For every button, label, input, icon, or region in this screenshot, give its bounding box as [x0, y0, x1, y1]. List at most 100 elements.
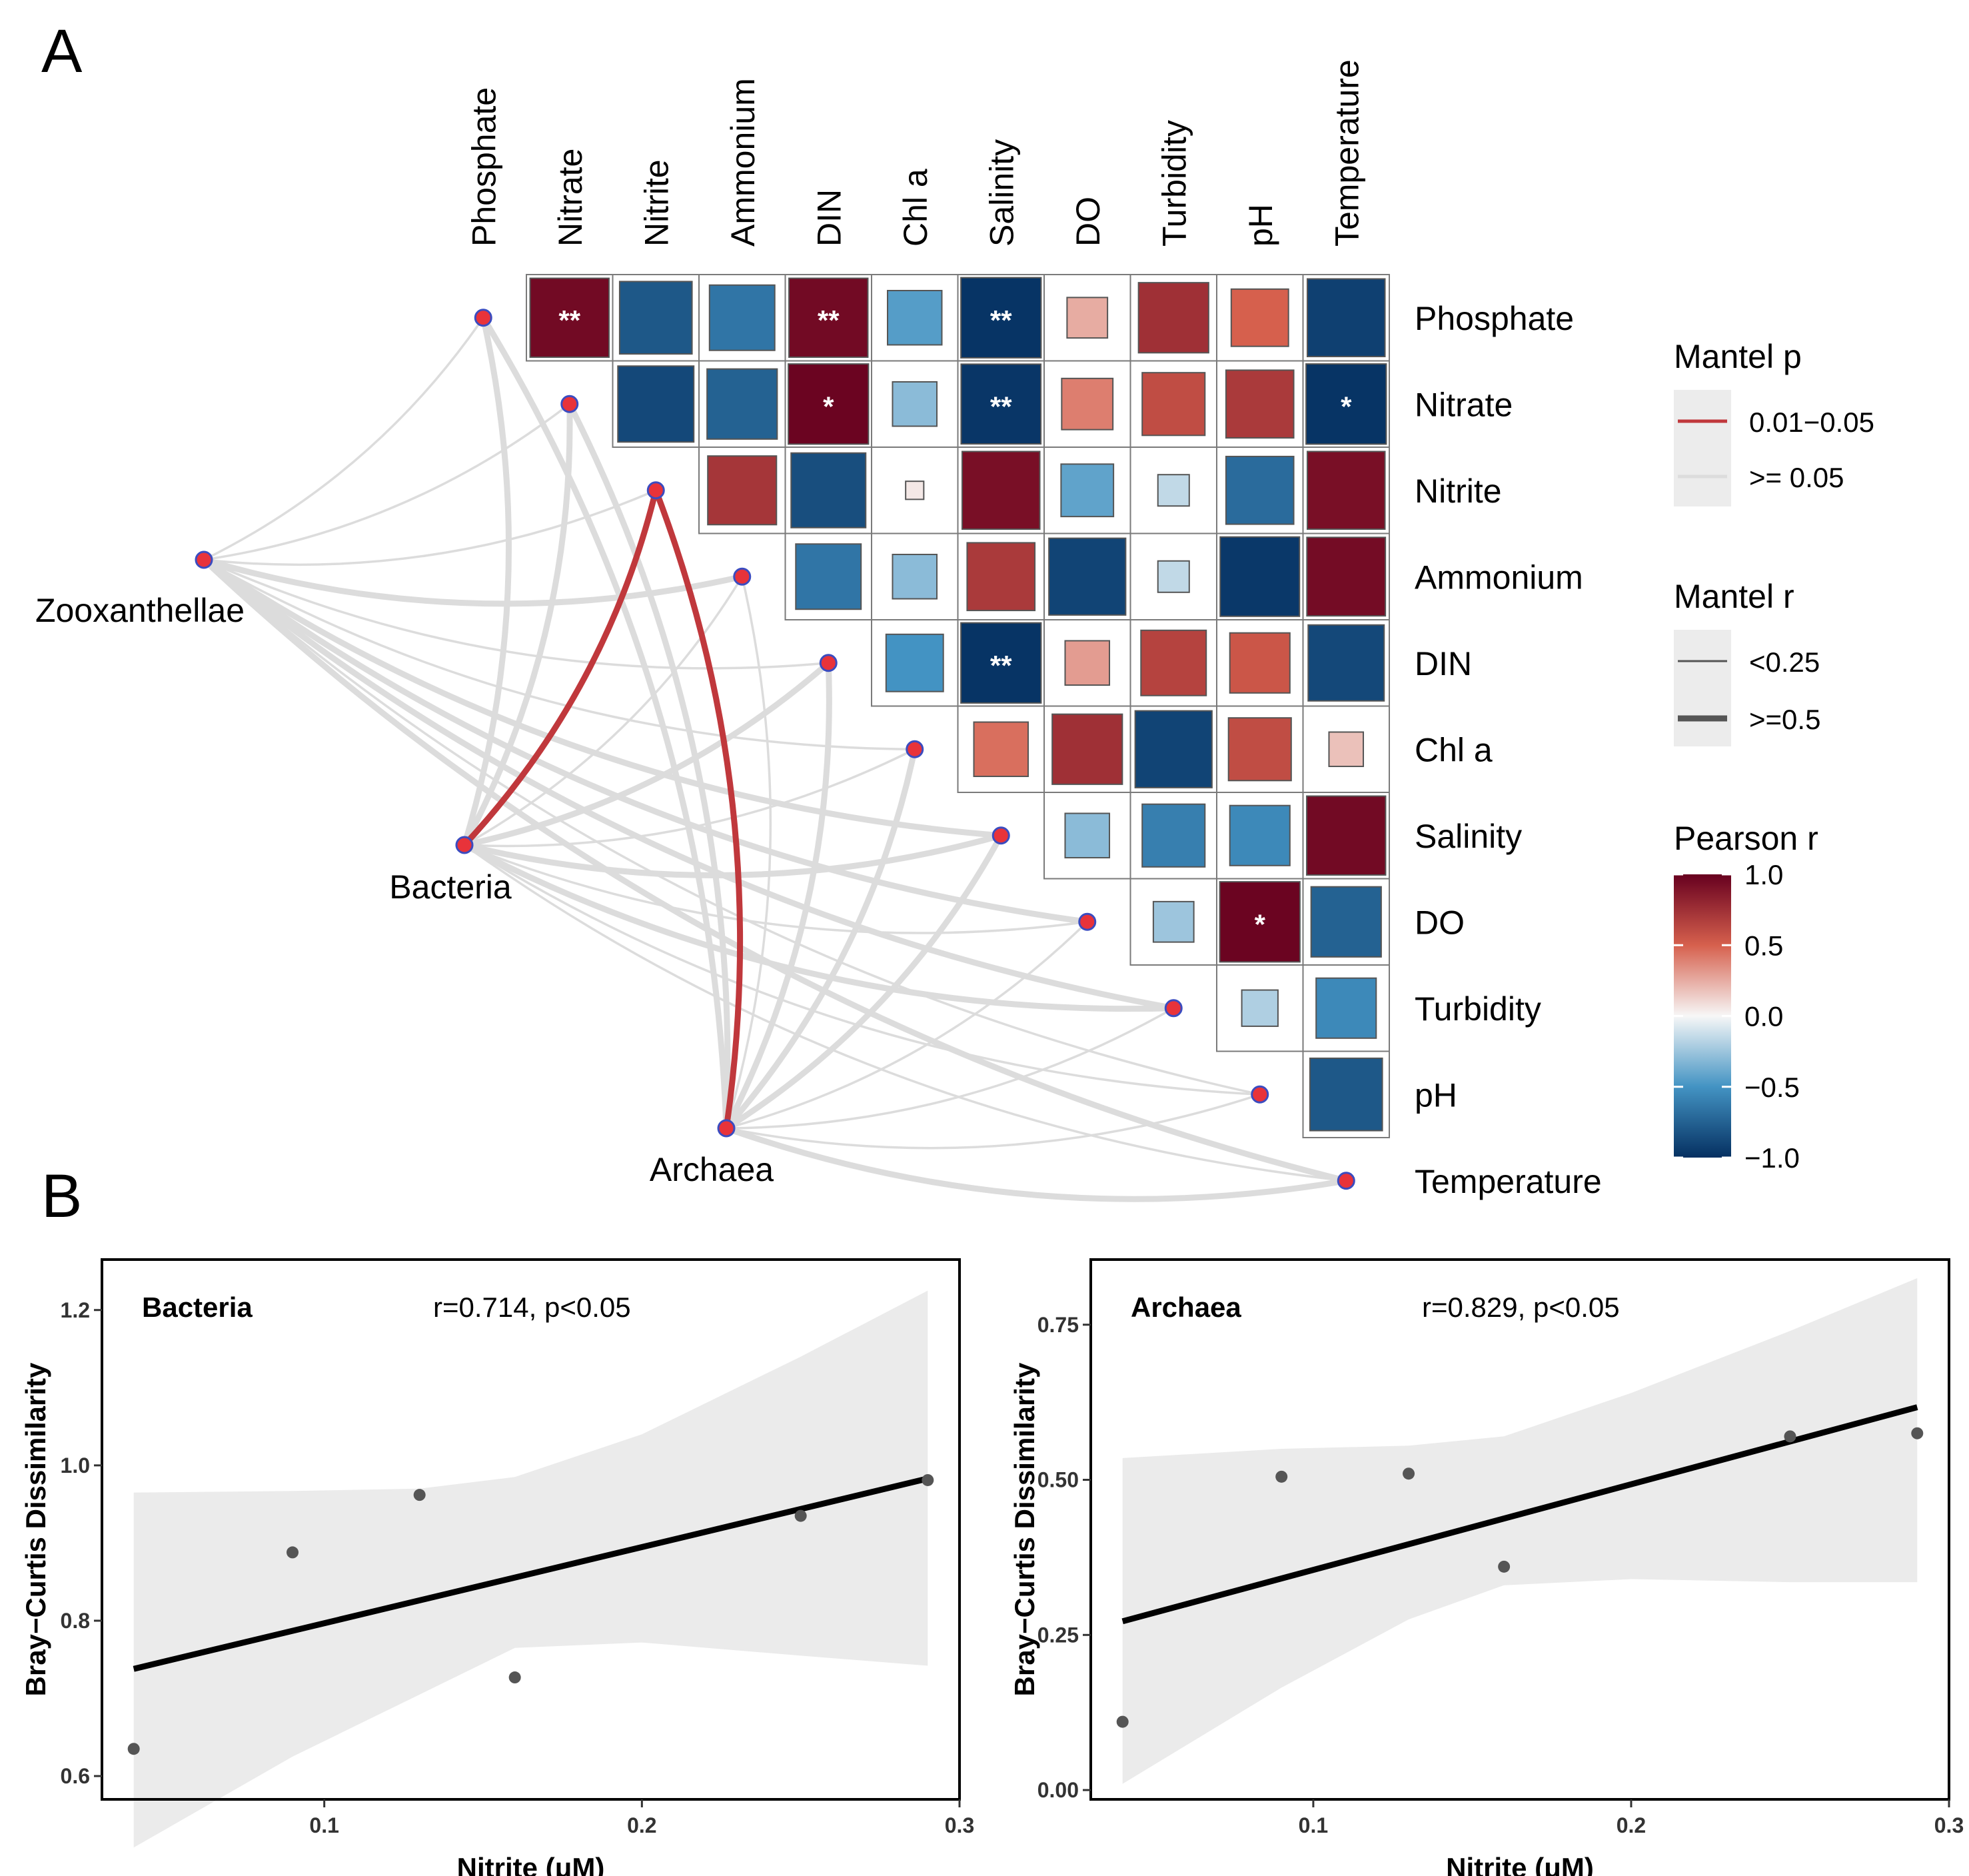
- archaea-y-tick-label-1: 0.25: [1037, 1623, 1079, 1647]
- heatmap-cell-phosphate-chl-a-square: [886, 289, 943, 346]
- legend-mantel-r-title: Mantel r: [1674, 578, 1794, 615]
- colorbar-tick-label-3: −0.5: [1744, 1072, 1800, 1103]
- row-label-do: DO: [1415, 904, 1465, 941]
- heatmap-cell-nitrate-ammonium-square: [706, 368, 778, 440]
- heatmap-cell-salinity-turbidity-square: [1141, 803, 1206, 868]
- node-nitrite: [646, 481, 665, 500]
- heatmap-cell-phosphate-do-square: [1066, 297, 1109, 339]
- pearson-colorbar-ticks: 1.0 0.5 0.0 −0.5 −1.0: [1674, 859, 1800, 1174]
- mantel-link-bacteria-nitrite: [462, 489, 659, 848]
- node-ammonium: [733, 567, 752, 586]
- archaea-regression-plot: 0.1 0.2 0.3 0.00 0.25 0.50 0.75 Nitrite (μM) Bra…: [1009, 1258, 1964, 1876]
- mantel-link-archaea-ph: [726, 1093, 1261, 1150]
- node-ph: [1251, 1085, 1269, 1104]
- mantel-link-archaea-ammonium: [725, 576, 772, 1129]
- heatmap-cell-ph-temperature-square: [1309, 1057, 1383, 1132]
- heatmap-cell-phosphate-temperature-square: [1306, 278, 1386, 358]
- colorbar-tick-label-0: 1.0: [1744, 859, 1783, 890]
- archaea-point-5: [1784, 1430, 1796, 1443]
- legend-mantel-r-key: [1674, 630, 1731, 746]
- archaea-point-1: [1116, 1715, 1129, 1728]
- community-label-zooxanthellae: Zooxanthellae: [35, 592, 245, 629]
- bacteria-confidence-band: [133, 1290, 928, 1848]
- heatmap-cell-din-chl-a-square: [885, 633, 944, 692]
- column-label-ph: pH: [1242, 204, 1279, 247]
- bacteria-y-tick-label-3: 1.2: [61, 1298, 90, 1322]
- archaea-confidence-band: [1122, 1278, 1918, 1784]
- pearson-colorbar: [1674, 874, 1731, 1158]
- bacteria-y-tick-label-2: 1.0: [61, 1453, 90, 1477]
- mantel-link-archaea-turbidity: [726, 1007, 1175, 1130]
- legend: Mantel p 0.01−0.05 >= 0.05 Mantel r <0.2…: [1674, 338, 1874, 1174]
- legend-mantel-r-item-2: >=0.5: [1749, 704, 1820, 735]
- mantel-link-zooxanthellae-do: [202, 557, 1088, 925]
- column-label-chl-a: Chl a: [897, 169, 934, 247]
- heatmap-cell-do-ph-sig: *: [1255, 908, 1266, 940]
- heatmap-cell-nitrite-ammonium-square: [707, 455, 778, 526]
- heatmap-cell-nitrate-din-sig: *: [823, 391, 834, 422]
- archaea-plot-frame: [1089, 1258, 1950, 1801]
- heatmap-cell-din-salinity-square: [960, 622, 1042, 704]
- legend-mantel-p-item-2: >= 0.05: [1749, 462, 1844, 493]
- column-label-temperature: Temperature: [1328, 59, 1365, 247]
- mantel-link-zooxanthellae-turbidity: [202, 557, 1175, 1012]
- bacteria-fit-line: [133, 1475, 929, 1672]
- heatmap-cell-phosphate-nitrite-square: [618, 281, 693, 355]
- community-node-zooxanthellae: [195, 550, 213, 569]
- heatmap-cell-nitrate-salinity-sig: **: [990, 391, 1012, 422]
- bacteria-plot-frame: [101, 1258, 961, 1801]
- column-label-ammonium: Ammonium: [724, 78, 762, 247]
- heatmap-cell-nitrite-din-square: [790, 452, 867, 528]
- mantel-link-zooxanthellae-salinity: [202, 557, 1001, 839]
- mantel-link-bacteria-din: [464, 660, 831, 848]
- panel-a-label: A: [41, 17, 83, 85]
- heatmap-cell-ammonium-temperature-square: [1306, 536, 1387, 617]
- mantel-link-zooxanthellae-ammonium: [203, 556, 743, 607]
- heatmap-cell-salinity-do-square: [1064, 812, 1111, 859]
- heatmap-cell-ammonium-chl-a-square: [892, 553, 938, 600]
- heatmap-cell-do-ph-square: [1219, 881, 1301, 963]
- mantel-link-bacteria-chl-a: [464, 748, 916, 848]
- heatmap-cell-phosphate-salinity-square: [960, 277, 1042, 359]
- regression-panels: 0.1 0.2 0.3 0.6 0.8 1.0 1.2 Nitrite (μM) Bray−Cu…: [20, 1258, 1964, 1876]
- heatmap-cell-nitrite-salinity-square: [961, 451, 1041, 530]
- heatmap-cell-do-temperature-square: [1310, 886, 1382, 958]
- heatmap-cell-nitrite-temperature-square: [1306, 451, 1386, 530]
- mantel-link-archaea-do: [726, 920, 1088, 1130]
- heatmap-cell-nitrite-turbidity-square: [1157, 474, 1190, 507]
- heatmap-cell-chl-a-temperature-square: [1328, 731, 1365, 768]
- bacteria-point-6: [922, 1473, 934, 1486]
- colorbar-tick-label-2: 0.0: [1744, 1001, 1783, 1032]
- node-turbidity: [1164, 999, 1183, 1018]
- archaea-point-4: [1498, 1560, 1511, 1573]
- row-label-din: DIN: [1415, 645, 1472, 682]
- mantel-link-archaea-din: [723, 662, 832, 1130]
- heatmap-cell-nitrate-din-square: [788, 363, 870, 445]
- archaea-point-3: [1403, 1467, 1415, 1480]
- mantel-link-bacteria-temperature: [463, 844, 1347, 1182]
- archaea-x-axis-label: Nitrite (μM): [1446, 1852, 1594, 1876]
- archaea-y-tick-label-2: 0.50: [1037, 1468, 1079, 1492]
- archaea-x-tick-label-2: 0.3: [1934, 1813, 1964, 1837]
- heatmap-cell-phosphate-din-square: [788, 277, 869, 358]
- bacteria-x-tick-label-0: 0.1: [309, 1813, 338, 1837]
- column-label-nitrate: Nitrate: [552, 149, 589, 247]
- row-label-ph: pH: [1415, 1076, 1457, 1114]
- heatmap-cell-din-do-square: [1064, 640, 1111, 686]
- heatmap-cell-ammonium-salinity-square: [966, 542, 1036, 612]
- heatmap-cell-din-turbidity-square: [1140, 629, 1207, 696]
- heatmap-cell-nitrite-ph-square: [1225, 455, 1295, 525]
- bacteria-title: Bacteria: [142, 1292, 253, 1323]
- archaea-y-tick-label-0: 0.00: [1037, 1778, 1079, 1802]
- row-label-phosphate: Phosphate: [1415, 300, 1574, 337]
- mantel-link-zooxanthellae-chl-a: [203, 558, 915, 750]
- colorbar-tick-label-1: 0.5: [1744, 930, 1783, 961]
- colorbar-tick-label-4: −1.0: [1744, 1142, 1800, 1174]
- archaea-y-tick-label-3: 0.75: [1037, 1313, 1079, 1337]
- mantel-links: [201, 316, 1347, 1202]
- heatmap-cell-nitrate-temperature-square: [1305, 363, 1387, 445]
- heatmap-cell-nitrate-do-square: [1061, 377, 1114, 431]
- mantel-link-archaea-nitrate: [566, 403, 731, 1129]
- row-label-temperature: Temperature: [1415, 1163, 1602, 1200]
